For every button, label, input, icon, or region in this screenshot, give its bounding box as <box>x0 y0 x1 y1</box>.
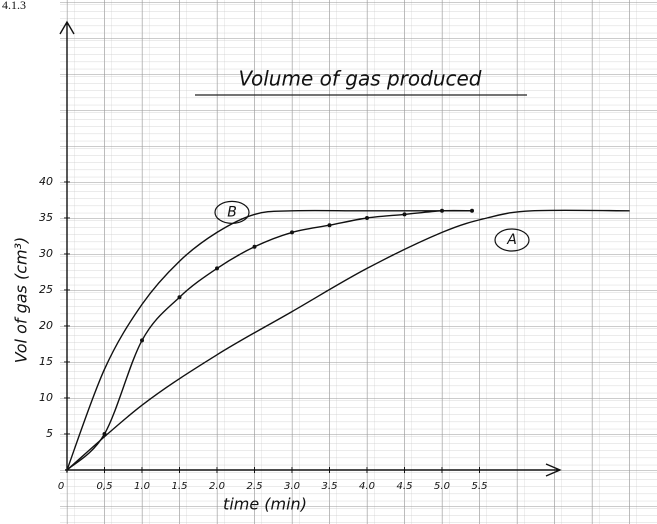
x-tick-label: 2.0 <box>209 481 225 492</box>
y-axis-label: Vol of gas (cm³) <box>12 237 31 364</box>
x-tick-label: 1.5 <box>172 481 188 492</box>
data-point <box>290 230 294 234</box>
x-tick-label: 3.5 <box>322 481 338 492</box>
data-point <box>440 209 444 213</box>
data-point <box>178 295 182 299</box>
data-point <box>215 266 219 270</box>
y-tick-label: 15 <box>39 355 53 368</box>
data-point <box>403 212 407 216</box>
y-tick-label: 25 <box>39 283 53 296</box>
chart-title: Volume of gas produced <box>238 67 481 91</box>
y-tick-label: 35 <box>39 211 53 224</box>
data-point <box>365 216 369 220</box>
data-point <box>140 338 144 342</box>
x-tick-label: 5.5 <box>472 481 488 492</box>
y-tick-label: 5 <box>46 427 53 440</box>
curve-label: B <box>227 204 237 220</box>
x-tick-label: 5.0 <box>434 481 450 492</box>
data-point <box>470 209 474 213</box>
x-tick-label: 4.5 <box>397 481 413 492</box>
x-tick-label: 2.5 <box>247 481 263 492</box>
x-tick-label: 1.0 <box>134 481 150 492</box>
chart: 4.1.3 Volume of gas produced time (min) … <box>0 0 657 524</box>
curve-label: A <box>506 232 517 248</box>
data-point <box>253 245 257 249</box>
y-tick-label: 10 <box>39 391 53 404</box>
x-tick-label: 4.0 <box>359 481 375 492</box>
x-axis-label: time (min) <box>223 495 307 514</box>
x-tick-label: 0,5 <box>97 481 113 492</box>
y-tick-label: 30 <box>39 247 53 260</box>
y-tick-label: 40 <box>39 175 53 188</box>
y-tick-label: 20 <box>39 319 53 332</box>
data-point <box>328 223 332 227</box>
page-label: 4.1.3 <box>2 0 26 12</box>
x-tick-label: 3.0 <box>284 481 300 492</box>
x-tick-label: 0 <box>58 481 64 492</box>
